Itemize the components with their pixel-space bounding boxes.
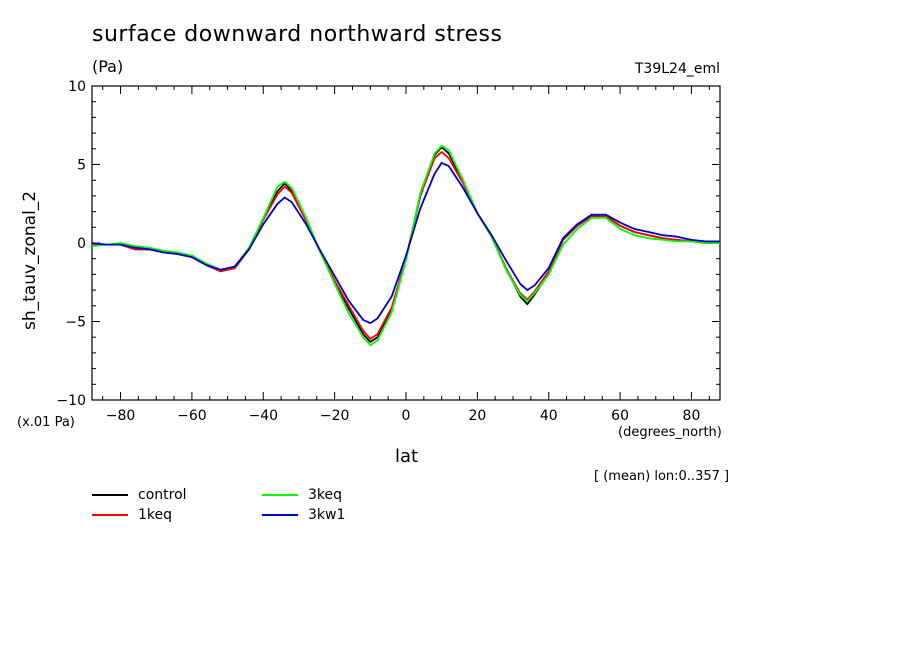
legend-item-3kw1: 3kw1 — [262, 507, 345, 523]
x-tick-label: −40 — [248, 408, 278, 424]
x-tick-label: 80 — [683, 408, 701, 424]
series-line-3kw1 — [91, 161, 720, 325]
series-line-control — [92, 146, 720, 343]
legend-label-control: control — [138, 487, 187, 503]
legend-swatch-3kw1 — [262, 514, 298, 516]
x-tick-label: −20 — [320, 408, 350, 424]
x-axis-label: lat — [395, 446, 419, 467]
legend-label-3kw1: 3kw1 — [308, 507, 346, 523]
legend-item-control: control — [92, 487, 187, 503]
legend-item-1keq: 1keq — [92, 507, 172, 523]
mean-note: [ (mean) lon:0..357 ] — [594, 469, 730, 484]
y-tick-label: −10 — [56, 393, 86, 409]
series-layer — [91, 144, 720, 347]
legend-swatch-3keq — [262, 494, 298, 496]
plot-frame — [91, 85, 721, 401]
legend-item-3keq: 3keq — [262, 487, 342, 503]
x-tick-label: 20 — [468, 408, 486, 424]
axis-ticks: −80 −60 −40 −20 0 20 40 60 80 −10 −5 0 5 10 — [56, 79, 720, 424]
legend-label-3keq: 3keq — [308, 487, 343, 503]
x-units-label: (degrees_north) — [618, 425, 722, 440]
x-tick-label: 40 — [540, 408, 558, 424]
scale-note: (x.01 Pa) — [17, 415, 75, 430]
units-label: (Pa) — [92, 57, 124, 76]
y-tick-label: 5 — [77, 158, 86, 174]
y-tick-label: 10 — [68, 79, 86, 95]
x-tick-label: 0 — [402, 408, 411, 424]
x-tick-label: −60 — [177, 408, 207, 424]
legend-swatch-1keq — [92, 514, 128, 516]
x-tick-label: −80 — [106, 408, 136, 424]
series-line-3keq — [91, 144, 720, 347]
x-tick-label: 60 — [611, 408, 629, 424]
legend-swatch-control — [92, 494, 128, 496]
legend-label-1keq: 1keq — [138, 507, 173, 523]
y-tick-label: 0 — [77, 236, 86, 252]
y-tick-label: −5 — [65, 315, 86, 331]
series-line-1keq — [92, 150, 720, 340]
chart-title: surface downward northward stress — [92, 22, 503, 47]
run-id-label: T39L24_eml — [634, 61, 720, 77]
